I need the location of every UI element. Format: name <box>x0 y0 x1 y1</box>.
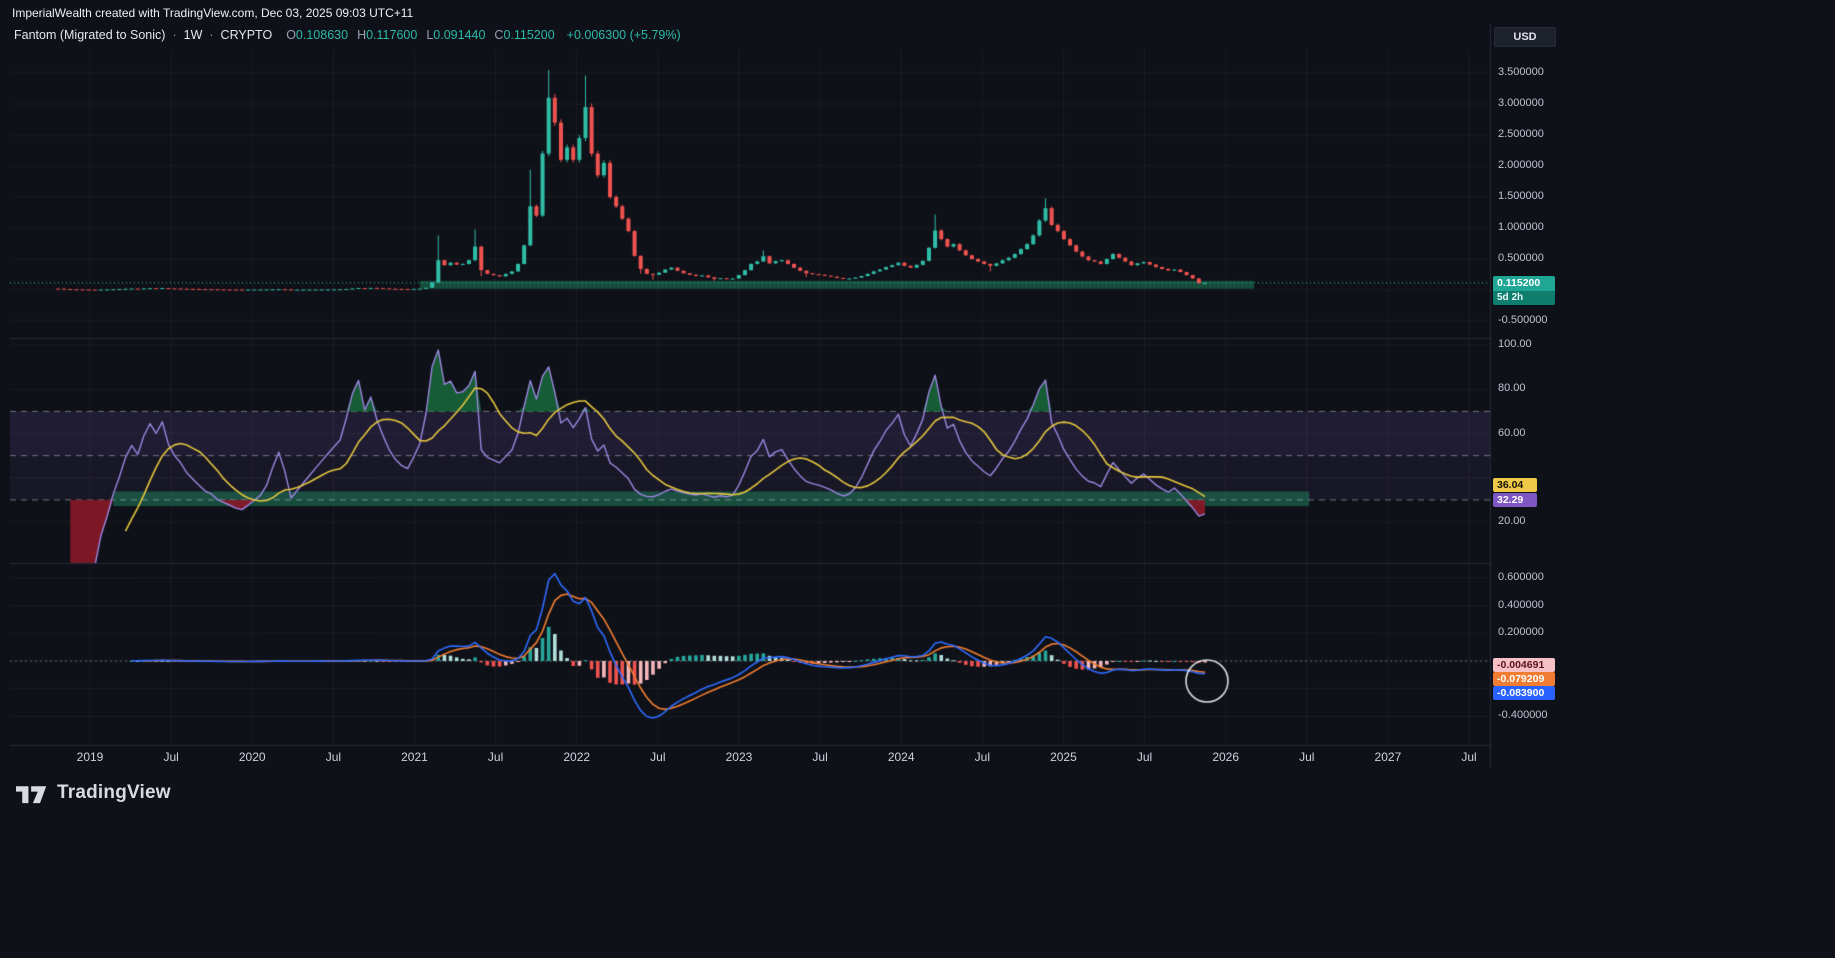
time-axis-label: Jul <box>1136 750 1153 764</box>
bar-countdown: 5d 2h <box>1493 291 1555 305</box>
time-axis[interactable]: 2019 Jul 2020 Jul 2021 Jul 2022 Jul 2023 Jul 2024 J… <box>0 748 1490 766</box>
rsi-scale-label: 80.00 <box>1498 382 1526 395</box>
macd-scale-label: 0.600000 <box>1498 570 1544 583</box>
time-axis-label: 2026 <box>1212 750 1240 764</box>
macd-scale-label: -0.400000 <box>1498 709 1548 722</box>
symbol-legend: Fantom (Migrated to Sonic) · 1W · CRYPTO… <box>14 28 681 42</box>
macd-scale-label: 0.400000 <box>1498 598 1544 611</box>
currency-toggle-button[interactable]: USD <box>1494 27 1556 47</box>
time-axis-label: 2027 <box>1374 750 1402 764</box>
time-axis-label: 2019 <box>76 750 104 764</box>
time-axis-label: 2024 <box>887 750 915 764</box>
legend-separator: · <box>209 28 214 42</box>
tradingview-logo-text: TradingView <box>57 781 171 803</box>
tradingview-logo[interactable]: TradingView <box>16 779 171 806</box>
rsi-scale-label: 100.00 <box>1498 338 1532 350</box>
time-axis-label: 2025 <box>1050 750 1077 764</box>
open-value: O0.108630 <box>286 28 349 42</box>
last-price-value: 0.115200 <box>1493 276 1555 291</box>
ohlc-values: O0.108630 H0.117600 L0.091440 C0.115200 … <box>286 28 680 42</box>
low-value: L0.091440 <box>426 28 486 42</box>
exchange-label: CRYPTO <box>220 28 273 42</box>
macd-line-badge: -0.083900 <box>1493 686 1555 700</box>
time-axis-label: 2020 <box>238 750 266 764</box>
attribution-text: ImperialWealth created with TradingView.… <box>12 6 414 20</box>
macd-histogram-badge: -0.004691 <box>1493 658 1555 672</box>
time-axis-label: Jul <box>1461 750 1477 764</box>
interval-label[interactable]: 1W <box>183 28 203 42</box>
legend-separator: · <box>172 28 177 42</box>
time-axis-label: Jul <box>163 750 179 764</box>
rsi-scale-label: 20.00 <box>1498 515 1526 528</box>
price-scale-label: 1.000000 <box>1498 221 1544 233</box>
rsi-scale[interactable]: 100.00 80.00 60.00 20.00 <box>1490 338 1570 563</box>
time-axis-label: Jul <box>974 750 990 764</box>
rsi-scale-label: 60.00 <box>1498 426 1526 439</box>
price-scale[interactable]: 3.500000 3.000000 2.500000 2.000000 1.500000… <box>1490 50 1570 338</box>
time-axis-label: Jul <box>325 750 342 764</box>
time-axis-label: Jul <box>487 750 504 764</box>
macd-scale-label: 0.200000 <box>1498 626 1544 639</box>
time-axis-label: 2022 <box>563 750 591 764</box>
symbol-title[interactable]: Fantom (Migrated to Sonic) <box>14 28 166 42</box>
time-axis-label: 2021 <box>401 750 428 764</box>
time-axis-label: Jul <box>650 750 666 764</box>
high-value: H0.117600 <box>357 28 418 42</box>
change-value: +0.006300 (+5.79%) <box>566 28 681 42</box>
price-scale-label: 0.500000 <box>1498 252 1544 264</box>
time-axis-label: 2023 <box>725 750 753 764</box>
time-axis-label: Jul <box>812 750 828 764</box>
price-scale-label: 2.500000 <box>1498 128 1544 140</box>
price-scale-label: 3.500000 <box>1498 66 1544 78</box>
macd-signal-badge: -0.079209 <box>1493 672 1555 686</box>
macd-scale[interactable]: 0.600000 0.400000 0.200000 -0.400000 <box>1490 563 1570 745</box>
rsi-value-badge: 32.29 <box>1493 493 1537 507</box>
price-scale-label: 3.000000 <box>1498 97 1544 109</box>
price-scale-label: 2.000000 <box>1498 159 1544 171</box>
price-scale-label: 1.500000 <box>1498 190 1544 202</box>
tradingview-logo-icon <box>16 786 47 804</box>
price-scale-label: -0.500000 <box>1498 314 1548 326</box>
close-value: C0.115200 <box>494 28 555 42</box>
last-price-badge: 0.115200 5d 2h <box>1493 276 1555 305</box>
time-axis-label: Jul <box>1299 750 1315 764</box>
rsi-ma-badge: 36.04 <box>1493 478 1537 492</box>
